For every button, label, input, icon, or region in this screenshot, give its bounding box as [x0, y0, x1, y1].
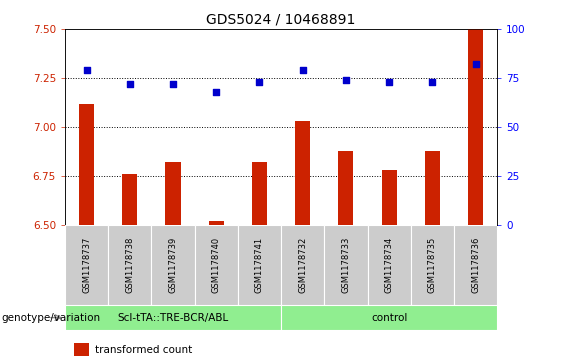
- Bar: [411, 225, 454, 305]
- Bar: [151, 225, 194, 305]
- Bar: [468, 29, 483, 225]
- Text: GSM1178739: GSM1178739: [168, 237, 177, 293]
- Bar: [79, 103, 94, 225]
- Text: GSM1178741: GSM1178741: [255, 237, 264, 293]
- Bar: [73, 343, 89, 356]
- Bar: [295, 121, 310, 225]
- Bar: [454, 225, 497, 305]
- Bar: [381, 170, 397, 225]
- Bar: [65, 305, 281, 330]
- Point: [385, 79, 394, 85]
- Text: transformed count: transformed count: [95, 344, 193, 355]
- Point: [82, 67, 91, 73]
- Point: [471, 61, 480, 67]
- Bar: [324, 225, 368, 305]
- Point: [125, 81, 134, 87]
- Text: control: control: [371, 313, 407, 323]
- Bar: [338, 151, 354, 225]
- Point: [341, 77, 350, 83]
- Text: GSM1178735: GSM1178735: [428, 237, 437, 293]
- Point: [428, 79, 437, 85]
- Bar: [166, 162, 181, 225]
- Text: GSM1178737: GSM1178737: [82, 237, 91, 293]
- Text: GSM1178736: GSM1178736: [471, 237, 480, 293]
- Text: GSM1178733: GSM1178733: [341, 237, 350, 293]
- Text: Scl-tTA::TRE-BCR/ABL: Scl-tTA::TRE-BCR/ABL: [118, 313, 229, 323]
- Text: GSM1178740: GSM1178740: [212, 237, 221, 293]
- Text: GSM1178738: GSM1178738: [125, 237, 134, 293]
- Bar: [208, 221, 224, 225]
- Bar: [108, 225, 151, 305]
- Bar: [367, 225, 411, 305]
- Bar: [281, 305, 497, 330]
- Point: [298, 67, 307, 73]
- Bar: [252, 162, 267, 225]
- Text: GSM1178732: GSM1178732: [298, 237, 307, 293]
- Bar: [65, 225, 108, 305]
- Text: genotype/variation: genotype/variation: [1, 313, 100, 323]
- Point: [212, 89, 221, 95]
- Text: GSM1178734: GSM1178734: [385, 237, 394, 293]
- Title: GDS5024 / 10468891: GDS5024 / 10468891: [206, 12, 356, 26]
- Bar: [122, 174, 137, 225]
- Point: [255, 79, 264, 85]
- Bar: [281, 225, 324, 305]
- Point: [168, 81, 177, 87]
- Bar: [425, 151, 440, 225]
- Bar: [194, 225, 238, 305]
- Bar: [238, 225, 281, 305]
